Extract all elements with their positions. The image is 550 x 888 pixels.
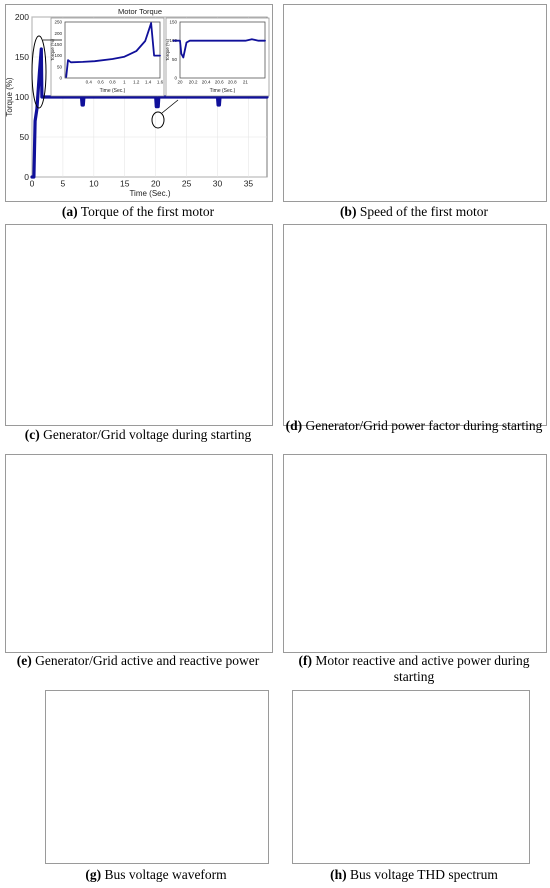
a-inset2-xtick-0: 20 bbox=[177, 80, 183, 85]
a-inset1-plot-border bbox=[64, 21, 161, 79]
caption-f-text: Motor reactive and active power during s… bbox=[312, 653, 530, 684]
panel-e-frame bbox=[5, 454, 273, 653]
a-inset2-xtick-3: 20.6 bbox=[215, 80, 224, 85]
caption-c-letter: (c) bbox=[24, 427, 40, 442]
caption-b-letter: (b) bbox=[339, 204, 357, 219]
caption-d: (d) Generator/Grid power factor during s… bbox=[283, 418, 545, 434]
a-inset2-line bbox=[172, 38, 266, 59]
a-inset1-xtick-1: 0.6 bbox=[97, 80, 104, 85]
a-ytick-1: 50 bbox=[20, 132, 30, 142]
caption-a-letter: (a) bbox=[61, 204, 78, 219]
a-inset1-ytick-3: 150 bbox=[54, 42, 62, 47]
a-ytick-3: 150 bbox=[15, 52, 29, 62]
caption-h-letter: (h) bbox=[330, 867, 347, 882]
a-inset1-ytick-1: 50 bbox=[57, 64, 63, 69]
caption-g-letter: (g) bbox=[85, 867, 102, 882]
caption-h-text: Bus voltage THD spectrum bbox=[346, 867, 498, 882]
a-xtick-3: 15 bbox=[120, 179, 130, 189]
a-inset2-xtick-5: 21 bbox=[243, 80, 249, 85]
panel-g-frame bbox=[45, 690, 269, 864]
a-inset1-xlabel: Time (Sec.) bbox=[100, 88, 126, 94]
a-inset1-xtick-5: 1.4 bbox=[145, 80, 152, 85]
a-ytick-0: 0 bbox=[24, 172, 29, 182]
caption-c: (c) Generator/Grid voltage during starti… bbox=[5, 427, 271, 443]
a-inset2-xtick-4: 20.8 bbox=[228, 80, 237, 85]
panel-d-frame bbox=[283, 224, 547, 426]
a-inset1-xtick-0: 0.4 bbox=[86, 80, 93, 85]
a-title: Motor Torque bbox=[118, 7, 162, 16]
a-inset1-bg bbox=[50, 17, 165, 97]
caption-d-text: Generator/Grid power factor during start… bbox=[302, 418, 543, 433]
a-inset2-xtick-2: 20.4 bbox=[202, 80, 211, 85]
a-inset2-ytick-1: 50 bbox=[172, 57, 178, 62]
a-ytick-2: 100 bbox=[15, 92, 29, 102]
a-ylabel: Torque (%) bbox=[5, 77, 14, 116]
caption-g: (g) Bus voltage waveform bbox=[45, 867, 267, 883]
a-inset1-xtick-2: 0.8 bbox=[109, 80, 116, 85]
a-inset2-xlabel: Time (Sec.) bbox=[210, 88, 236, 94]
a-xtick-6: 30 bbox=[213, 179, 223, 189]
a-inset1-ylabel: Torque (%) bbox=[50, 38, 55, 61]
panel-f-frame bbox=[283, 454, 547, 653]
caption-b: (b) Speed of the first motor bbox=[283, 204, 545, 220]
a-xlabel: Time (Sec.) bbox=[129, 189, 170, 198]
a-inset1-ytick-2: 100 bbox=[54, 53, 62, 58]
a-xtick-7: 35 bbox=[244, 179, 254, 189]
caption-h: (h) Bus voltage THD spectrum bbox=[283, 867, 545, 883]
a-pointer-2 bbox=[161, 99, 179, 114]
caption-a-text: Torque of the first motor bbox=[77, 204, 215, 219]
a-series-line bbox=[30, 47, 269, 179]
a-xtick-5: 25 bbox=[182, 179, 192, 189]
a-ellipse-2 bbox=[151, 111, 165, 129]
a-ytick-4: 200 bbox=[15, 12, 29, 22]
a-inset2-ytick-0: 0 bbox=[174, 76, 177, 81]
caption-d-letter: (d) bbox=[285, 418, 303, 433]
a-inset1-ytick-5: 250 bbox=[54, 20, 62, 25]
caption-e: (e) Generator/Grid active and reactive p… bbox=[5, 653, 271, 669]
caption-g-text: Bus voltage waveform bbox=[101, 867, 227, 882]
a-xtick-1: 5 bbox=[61, 179, 66, 189]
panel-b-frame bbox=[283, 4, 547, 202]
caption-a: (a) Torque of the first motor bbox=[5, 204, 271, 220]
a-inset1-xtick-4: 1.2 bbox=[133, 80, 140, 85]
caption-e-letter: (e) bbox=[16, 653, 32, 668]
a-inset1-xtick-6: 1.6 bbox=[157, 80, 164, 85]
caption-c-text: Generator/Grid voltage during starting bbox=[39, 427, 252, 442]
a-inset2-ylabel: Torque (%) bbox=[165, 38, 170, 61]
a-inset2-plot-border bbox=[179, 21, 266, 79]
a-xtick-0: 0 bbox=[30, 179, 35, 189]
a-inset2-xtick-1: 20.2 bbox=[189, 80, 198, 85]
caption-f-letter: (f) bbox=[298, 653, 313, 668]
a-inset2-ytick-3: 150 bbox=[169, 20, 177, 25]
a-xtick-4: 20 bbox=[151, 179, 161, 189]
a-xtick-2: 10 bbox=[89, 179, 99, 189]
caption-f: (f) Motor reactive and active power duri… bbox=[283, 653, 545, 685]
panel-c-frame bbox=[5, 224, 273, 426]
a-inset1-line bbox=[65, 22, 161, 78]
a-ellipse-1 bbox=[31, 35, 47, 109]
a-inset1-ytick-0: 0 bbox=[59, 76, 62, 81]
caption-b-text: Speed of the first motor bbox=[356, 204, 489, 219]
caption-e-text: Generator/Grid active and reactive power bbox=[31, 653, 260, 668]
a-inset1-ytick-4: 200 bbox=[54, 31, 62, 36]
a-inset1-xtick-3: 1 bbox=[123, 80, 126, 85]
panel-h-frame bbox=[292, 690, 530, 864]
